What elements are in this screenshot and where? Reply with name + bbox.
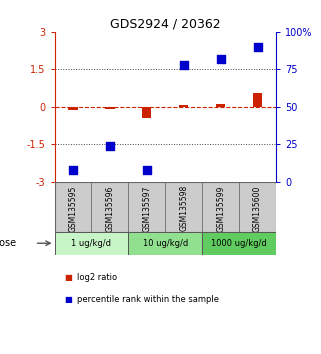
Bar	[55, 182, 91, 232]
Text: GSM135596: GSM135596	[105, 185, 115, 232]
Text: 1 ug/kg/d: 1 ug/kg/d	[72, 239, 111, 248]
Bar	[202, 232, 276, 255]
Bar	[91, 182, 128, 232]
Bar	[68, 107, 78, 110]
Text: log2 ratio: log2 ratio	[77, 273, 117, 282]
Text: ■: ■	[64, 273, 72, 282]
Text: GSM135598: GSM135598	[179, 185, 188, 232]
Bar	[142, 107, 152, 118]
Point	[255, 44, 260, 50]
Text: GSM135595: GSM135595	[68, 185, 78, 232]
Title: GDS2924 / 20362: GDS2924 / 20362	[110, 18, 221, 31]
Bar	[128, 182, 165, 232]
Bar	[55, 232, 128, 255]
Bar	[253, 93, 262, 107]
Bar	[128, 232, 202, 255]
Bar	[202, 182, 239, 232]
Text: GSM135600: GSM135600	[253, 185, 262, 232]
Bar	[165, 182, 202, 232]
Text: dose: dose	[0, 238, 17, 248]
Point	[218, 56, 223, 62]
Text: 10 ug/kg/d: 10 ug/kg/d	[143, 239, 188, 248]
Text: ■: ■	[64, 295, 72, 304]
Bar	[179, 105, 188, 107]
Bar	[239, 182, 276, 232]
Text: percentile rank within the sample: percentile rank within the sample	[77, 295, 219, 304]
Point	[144, 167, 150, 172]
Point	[107, 143, 112, 149]
Text: GSM135597: GSM135597	[142, 185, 152, 232]
Bar	[216, 104, 225, 107]
Point	[181, 62, 186, 68]
Point	[71, 167, 76, 172]
Bar	[105, 107, 115, 109]
Text: 1000 ug/kg/d: 1000 ug/kg/d	[211, 239, 267, 248]
Text: GSM135599: GSM135599	[216, 185, 225, 232]
